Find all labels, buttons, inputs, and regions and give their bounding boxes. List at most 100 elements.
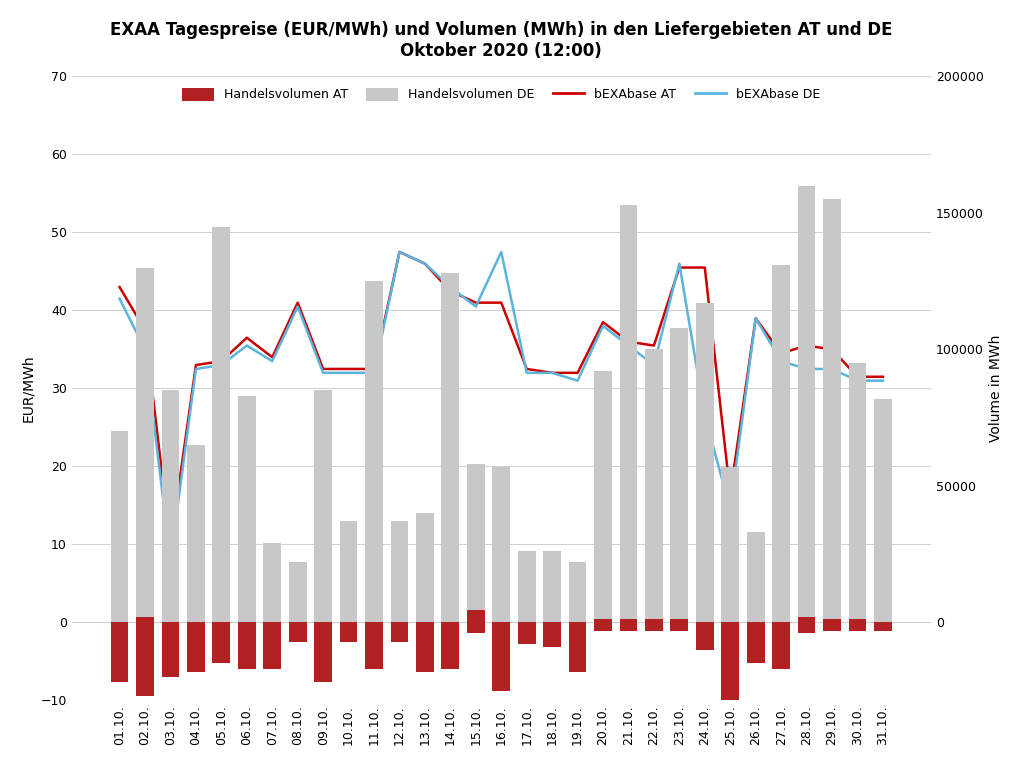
bEXAbase DE xyxy=(292,302,304,311)
Bar xyxy=(721,466,739,623)
bEXAbase AT xyxy=(496,298,508,307)
Bar xyxy=(416,513,434,623)
Bar xyxy=(798,185,815,623)
Bar xyxy=(696,623,714,650)
bEXAbase DE xyxy=(597,322,609,331)
Bar xyxy=(136,623,154,696)
bEXAbase AT xyxy=(342,365,354,374)
bEXAbase DE xyxy=(164,555,176,565)
Bar xyxy=(746,623,765,663)
bEXAbase AT xyxy=(393,247,406,257)
Bar xyxy=(823,199,841,623)
Bar xyxy=(721,623,739,710)
bEXAbase AT xyxy=(851,372,863,381)
Bar xyxy=(212,623,230,663)
bEXAbase DE xyxy=(393,247,406,257)
Line: bEXAbase DE: bEXAbase DE xyxy=(120,252,883,560)
Bar xyxy=(594,372,612,623)
Bar xyxy=(289,562,306,623)
Bar xyxy=(136,617,154,623)
Bar xyxy=(620,623,637,630)
bEXAbase DE xyxy=(673,259,685,268)
Bar xyxy=(111,431,128,623)
bEXAbase AT xyxy=(877,372,889,381)
Y-axis label: EUR/MWh: EUR/MWh xyxy=(20,355,35,422)
Bar xyxy=(136,267,154,623)
Bar xyxy=(772,265,791,623)
bEXAbase DE xyxy=(444,283,457,292)
bEXAbase AT xyxy=(444,286,457,296)
Bar xyxy=(645,619,663,623)
bEXAbase DE xyxy=(215,361,227,370)
bEXAbase DE xyxy=(317,368,330,378)
bEXAbase AT xyxy=(368,365,380,374)
bEXAbase AT xyxy=(698,263,711,272)
bEXAbase DE xyxy=(648,361,660,370)
Bar xyxy=(187,445,205,623)
bEXAbase AT xyxy=(164,540,176,549)
bEXAbase DE xyxy=(546,368,558,378)
Bar xyxy=(568,623,587,672)
Bar xyxy=(263,543,282,623)
bEXAbase AT xyxy=(801,341,813,350)
bEXAbase DE xyxy=(724,505,736,514)
bEXAbase DE xyxy=(114,294,126,303)
Bar xyxy=(696,303,714,623)
bEXAbase AT xyxy=(546,368,558,378)
Bar xyxy=(162,391,179,623)
Bar xyxy=(620,205,637,623)
bEXAbase AT xyxy=(215,356,227,365)
Bar xyxy=(441,273,460,623)
Bar xyxy=(212,227,230,623)
Bar xyxy=(544,623,561,647)
Y-axis label: Volume in MWh: Volume in MWh xyxy=(989,335,1004,442)
bEXAbase AT xyxy=(266,352,279,362)
bEXAbase AT xyxy=(724,489,736,499)
Bar xyxy=(238,623,256,669)
bEXAbase AT xyxy=(114,283,126,292)
Bar xyxy=(849,623,866,630)
Bar xyxy=(518,552,536,623)
bEXAbase DE xyxy=(750,313,762,322)
Bar xyxy=(874,623,892,630)
bEXAbase DE xyxy=(623,341,635,350)
Bar xyxy=(238,396,256,623)
Bar xyxy=(671,328,688,623)
Bar xyxy=(111,623,128,683)
bEXAbase AT xyxy=(775,349,787,358)
bEXAbase AT xyxy=(597,318,609,327)
Bar xyxy=(798,623,815,633)
bEXAbase DE xyxy=(826,365,839,374)
Bar xyxy=(874,398,892,623)
bEXAbase AT xyxy=(317,365,330,374)
Bar xyxy=(671,623,688,630)
Bar xyxy=(594,623,612,630)
Bar xyxy=(671,619,688,623)
bEXAbase DE xyxy=(189,365,202,374)
bEXAbase DE xyxy=(266,356,279,365)
bEXAbase AT xyxy=(419,259,431,268)
bEXAbase DE xyxy=(877,376,889,385)
bEXAbase AT xyxy=(292,298,304,307)
bEXAbase DE xyxy=(470,302,482,311)
Bar xyxy=(645,349,663,623)
Bar xyxy=(823,623,841,630)
bEXAbase DE xyxy=(419,259,431,268)
Bar xyxy=(390,623,409,642)
Bar xyxy=(263,623,282,669)
Bar xyxy=(314,391,332,623)
bEXAbase AT xyxy=(470,298,482,307)
Bar xyxy=(594,619,612,623)
Title: EXAA Tagespreise (EUR/MWh) und Volumen (MWh) in den Liefergebieten AT und DE
Okt: EXAA Tagespreise (EUR/MWh) und Volumen (… xyxy=(110,21,893,60)
bEXAbase AT xyxy=(139,326,152,335)
bEXAbase DE xyxy=(801,365,813,374)
bEXAbase AT xyxy=(750,313,762,322)
Bar xyxy=(416,623,434,672)
bEXAbase DE xyxy=(139,345,152,354)
Bar xyxy=(518,623,536,644)
Bar xyxy=(441,623,460,669)
bEXAbase DE xyxy=(775,356,787,365)
Bar xyxy=(568,562,587,623)
bEXAbase AT xyxy=(673,263,685,272)
bEXAbase DE xyxy=(698,411,711,421)
